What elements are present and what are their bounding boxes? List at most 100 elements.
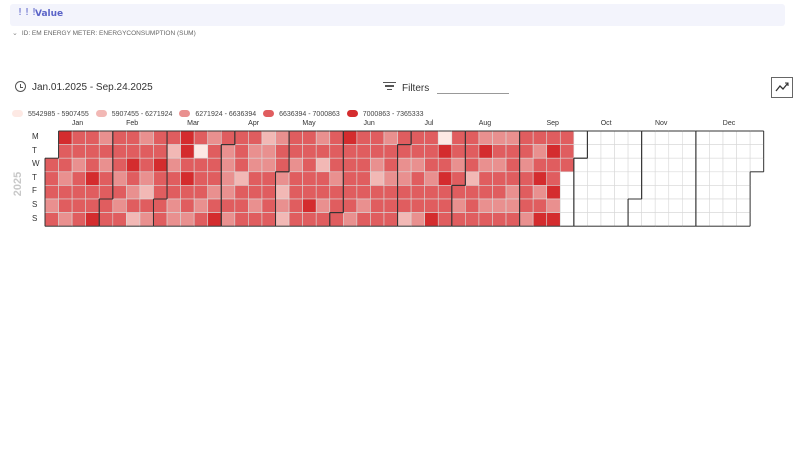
heatmap-cell[interactable]	[356, 171, 371, 186]
heatmap-cell[interactable]	[370, 198, 385, 213]
heatmap-cell[interactable]	[451, 130, 466, 145]
heatmap-cell[interactable]	[587, 185, 602, 200]
heatmap-cell[interactable]	[193, 144, 209, 159]
heatmap-cell[interactable]	[383, 212, 398, 227]
heatmap-cell[interactable]	[302, 130, 317, 145]
heatmap-cell[interactable]	[193, 198, 209, 213]
heatmap-cell[interactable]	[207, 144, 222, 159]
heatmap-cell[interactable]	[343, 185, 358, 200]
heatmap-cell[interactable]	[275, 198, 290, 213]
heatmap-cell[interactable]	[153, 144, 168, 159]
heatmap-cell[interactable]	[207, 157, 222, 173]
heatmap-cell[interactable]	[573, 130, 588, 145]
heatmap-cell[interactable]	[343, 198, 358, 213]
heatmap-cell[interactable]	[356, 144, 371, 159]
heatmap-cell[interactable]	[410, 130, 425, 145]
heatmap-cell[interactable]	[112, 212, 127, 227]
heatmap-cell[interactable]	[614, 130, 629, 145]
heatmap-cell[interactable]	[559, 130, 575, 145]
heatmap-cell[interactable]	[492, 212, 507, 227]
heatmap-cell[interactable]	[356, 130, 371, 145]
heatmap-cell[interactable]	[315, 185, 331, 200]
heatmap-cell[interactable]	[153, 157, 168, 173]
heatmap-cell[interactable]	[614, 185, 629, 200]
heatmap-cell[interactable]	[587, 212, 602, 227]
heatmap-cell[interactable]	[275, 130, 290, 145]
heatmap-cell[interactable]	[451, 171, 466, 186]
heatmap-cell[interactable]	[207, 130, 222, 145]
heatmap-cell[interactable]	[465, 171, 480, 186]
heatmap-cell[interactable]	[112, 171, 127, 186]
heatmap-cell[interactable]	[519, 130, 534, 145]
heatmap-cell[interactable]	[275, 171, 290, 186]
heatmap-cell[interactable]	[329, 157, 344, 173]
heatmap-cell[interactable]	[343, 130, 358, 145]
heatmap-cell[interactable]	[709, 130, 724, 145]
heatmap-cell[interactable]	[695, 198, 710, 213]
heatmap-cell[interactable]	[261, 171, 276, 186]
heatmap-cell[interactable]	[519, 171, 534, 186]
heatmap-cell[interactable]	[478, 144, 493, 159]
heatmap-cell[interactable]	[682, 157, 697, 173]
heatmap-cell[interactable]	[329, 212, 344, 227]
heatmap-cell[interactable]	[356, 185, 371, 200]
legend-item[interactable]: 7000863 - 7365333	[346, 110, 423, 118]
heatmap-cell[interactable]	[315, 130, 331, 145]
heatmap-cell[interactable]	[451, 212, 466, 227]
drag-handle-icon[interactable]: !!!	[17, 7, 39, 18]
heatmap-cell[interactable]	[180, 157, 195, 173]
heatmap-cell[interactable]	[180, 185, 195, 200]
heatmap-cell[interactable]	[153, 185, 168, 200]
heatmap-cell[interactable]	[315, 157, 331, 173]
heatmap-cell[interactable]	[410, 157, 425, 173]
heatmap-cell[interactable]	[98, 144, 114, 159]
heatmap-cell[interactable]	[587, 171, 602, 186]
heatmap-cell[interactable]	[85, 212, 100, 227]
heatmap-cell[interactable]	[749, 157, 764, 173]
heatmap-cell[interactable]	[641, 171, 656, 186]
heatmap-cell[interactable]	[424, 212, 439, 227]
heatmap-cell[interactable]	[668, 198, 683, 213]
heatmap-cell[interactable]	[234, 144, 249, 159]
heatmap-cell[interactable]	[329, 130, 344, 145]
heatmap-cell[interactable]	[302, 212, 317, 227]
heatmap-cell[interactable]	[532, 130, 548, 145]
heatmap-cell[interactable]	[383, 130, 398, 145]
heatmap-cell[interactable]	[736, 144, 751, 159]
heatmap-cell[interactable]	[166, 171, 181, 186]
heatmap-cell[interactable]	[315, 144, 331, 159]
heatmap-cell[interactable]	[614, 198, 629, 213]
heatmap-cell[interactable]	[559, 212, 575, 227]
heatmap-cell[interactable]	[668, 144, 683, 159]
heatmap-cell[interactable]	[478, 198, 493, 213]
heatmap-cell[interactable]	[532, 144, 548, 159]
heatmap-cell[interactable]	[234, 198, 249, 213]
heatmap-cell[interactable]	[695, 171, 710, 186]
heatmap-cell[interactable]	[614, 171, 629, 186]
heatmap-cell[interactable]	[315, 198, 331, 213]
heatmap-cell[interactable]	[98, 171, 114, 186]
heatmap-cell[interactable]	[722, 130, 737, 145]
heatmap-cell[interactable]	[654, 185, 670, 200]
heatmap-cell[interactable]	[573, 157, 588, 173]
heatmap-cell[interactable]	[505, 144, 520, 159]
heatmap-cell[interactable]	[85, 198, 100, 213]
heatmap-cell[interactable]	[248, 144, 263, 159]
heatmap-cell[interactable]	[451, 185, 466, 200]
heatmap-cell[interactable]	[424, 144, 439, 159]
heatmap-cell[interactable]	[478, 185, 493, 200]
heatmap-cell[interactable]	[234, 212, 249, 227]
heatmap-cell[interactable]	[546, 130, 561, 145]
legend-item[interactable]: 5542985 - 5907455	[12, 110, 89, 118]
heatmap-cell[interactable]	[709, 157, 724, 173]
heatmap-cell[interactable]	[383, 157, 398, 173]
heatmap-cell[interactable]	[736, 212, 751, 227]
heatmap-cell[interactable]	[410, 171, 425, 186]
heatmap-cell[interactable]	[424, 185, 439, 200]
heatmap-cell[interactable]	[465, 198, 480, 213]
heatmap-cell[interactable]	[519, 144, 534, 159]
heatmap-cell[interactable]	[288, 171, 303, 186]
heatmap-cell[interactable]	[641, 157, 656, 173]
heatmap-cell[interactable]	[207, 185, 222, 200]
heatmap-cell[interactable]	[71, 171, 86, 186]
